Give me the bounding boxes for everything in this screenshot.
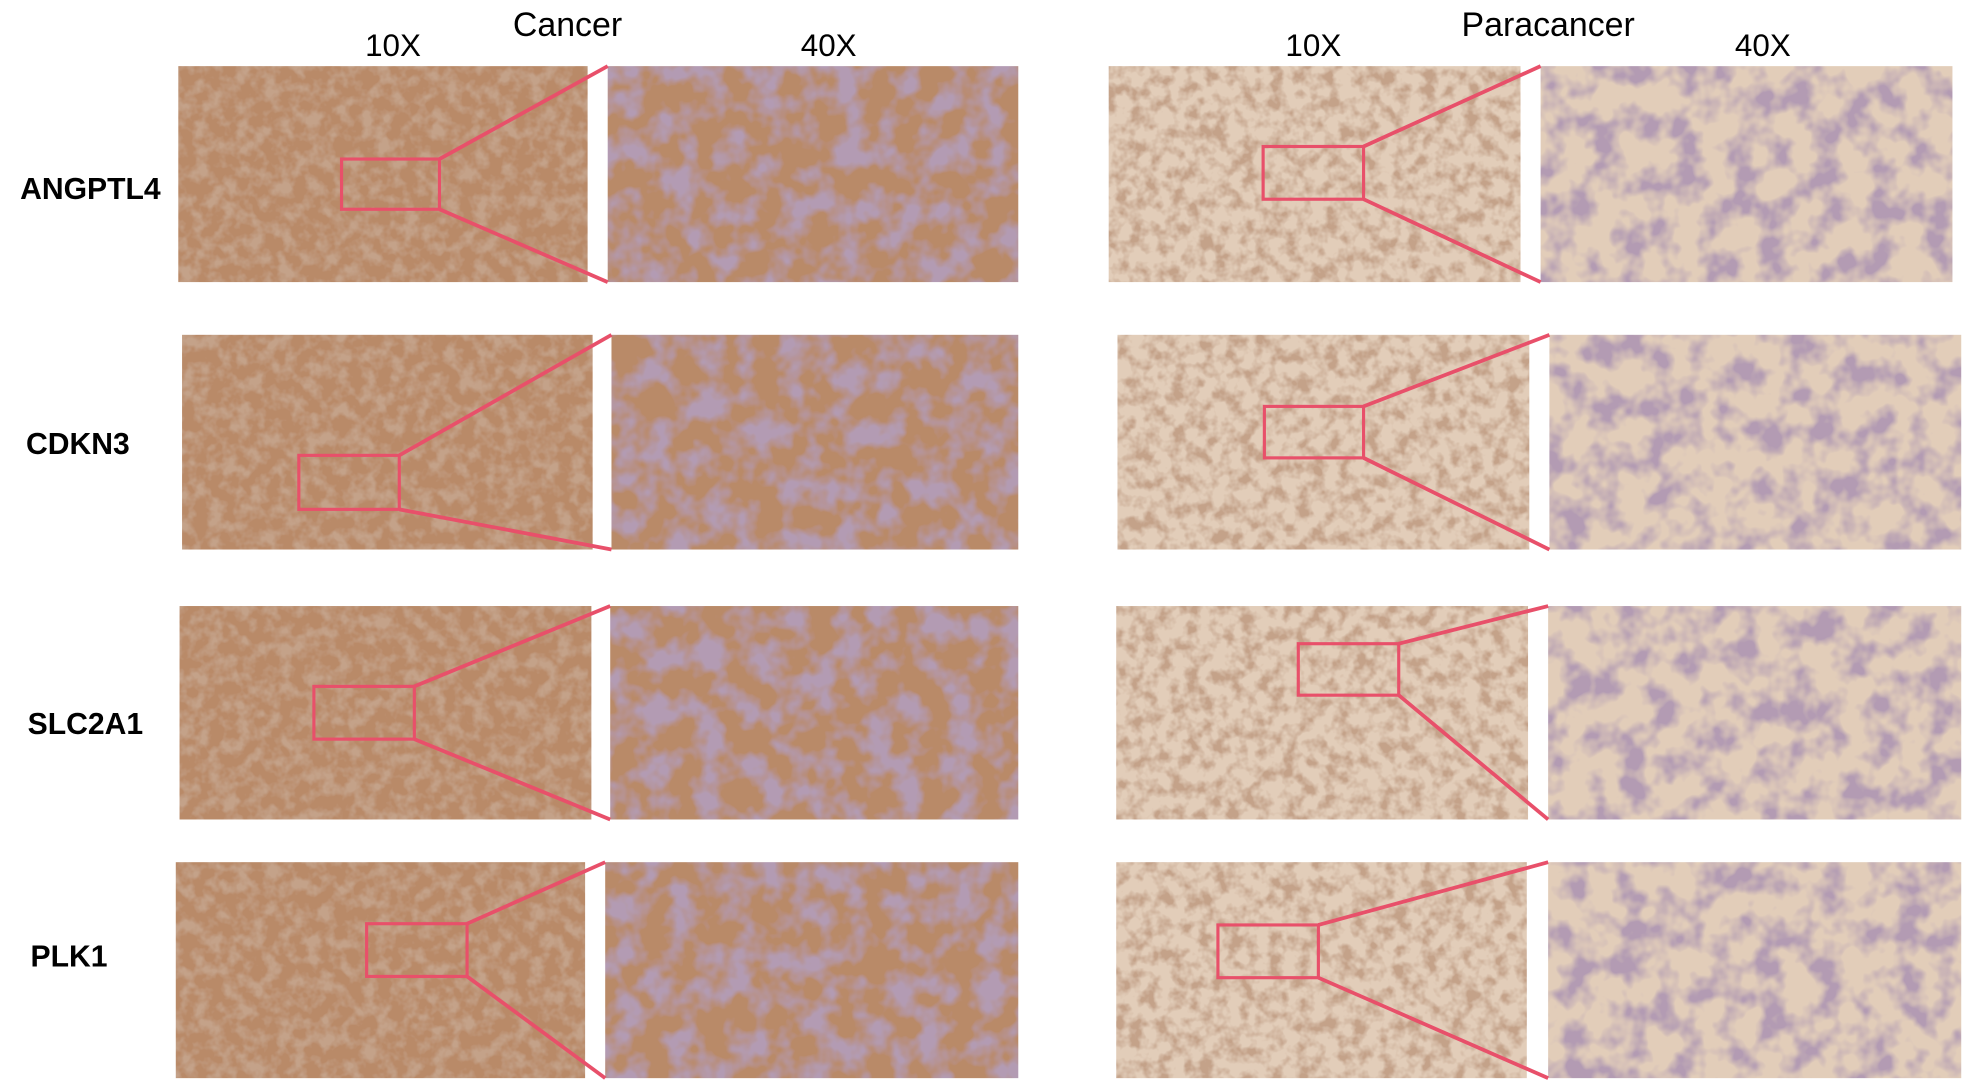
zoom-box-cdkn3-paracancer <box>1262 404 1366 460</box>
gene-label-slc2a1: SLC2A1 <box>28 708 144 741</box>
ihc-image-angptl4-cancer-10x <box>178 66 588 283</box>
zoom-line-top-angptl4-cancer <box>438 64 609 161</box>
gene-label-plk1: PLK1 <box>31 940 108 973</box>
ihc-image-plk1-cancer-40x <box>605 862 1019 1079</box>
zoom-box-slc2a1-paracancer <box>1296 642 1401 697</box>
gene-label-cdkn3: CDKN3 <box>26 428 130 461</box>
zoom-box-slc2a1-cancer <box>312 684 416 741</box>
ihc-image-cdkn3-cancer-40x <box>611 334 1019 550</box>
ihc-image-angptl4-paracancer-10x <box>1108 66 1521 283</box>
zoom-box-angptl4-cancer <box>339 157 442 211</box>
ihc-image-slc2a1-paracancer-40x <box>1548 606 1962 820</box>
ihc-image-angptl4-paracancer-40x <box>1540 66 1953 283</box>
zoom-line-top-slc2a1-paracancer <box>1398 604 1549 646</box>
zoom-box-cdkn3-cancer <box>297 453 401 511</box>
zoom-box-angptl4-paracancer <box>1261 144 1366 201</box>
magnification-label-paracancer-40x: 40X <box>1735 28 1791 63</box>
group-title-paracancer: Paracancer <box>1461 6 1634 44</box>
zoom-line-bottom-slc2a1-paracancer <box>1397 693 1550 821</box>
magnification-label-cancer-10x: 10X <box>365 28 421 63</box>
ihc-image-slc2a1-paracancer-10x <box>1116 606 1529 820</box>
magnification-label-cancer-40x: 40X <box>801 28 857 63</box>
zoom-line-bottom-plk1-cancer <box>465 974 607 1080</box>
ihc-image-slc2a1-cancer-40x <box>610 606 1019 820</box>
zoom-line-bottom-slc2a1-cancer <box>413 737 611 822</box>
zoom-box-plk1-cancer <box>365 922 469 979</box>
zoom-line-top-plk1-cancer <box>466 860 606 926</box>
zoom-line-bottom-plk1-paracancer <box>1317 975 1549 1080</box>
zoom-line-top-cdkn3-cancer <box>398 333 613 458</box>
magnification-label-paracancer-10x: 10X <box>1285 28 1341 63</box>
ihc-image-angptl4-cancer-40x <box>607 66 1019 283</box>
ihc-image-cdkn3-cancer-10x <box>182 334 593 550</box>
zoom-line-bottom-angptl4-cancer <box>438 207 609 284</box>
gene-label-angptl4: ANGPTL4 <box>20 173 161 206</box>
zoom-line-top-cdkn3-paracancer <box>1362 333 1551 409</box>
group-title-cancer: Cancer <box>513 6 622 44</box>
zoom-line-top-angptl4-paracancer <box>1362 64 1542 149</box>
zoom-line-top-slc2a1-cancer <box>413 604 611 689</box>
zoom-line-bottom-angptl4-paracancer <box>1362 197 1542 284</box>
ihc-image-plk1-paracancer-40x <box>1548 862 1962 1079</box>
zoom-line-bottom-cdkn3-paracancer <box>1362 456 1551 552</box>
zoom-line-bottom-cdkn3-cancer <box>398 507 612 552</box>
ihc-image-plk1-cancer-10x <box>175 862 586 1079</box>
zoom-box-plk1-paracancer <box>1216 923 1320 980</box>
ihc-image-cdkn3-paracancer-40x <box>1549 334 1962 550</box>
zoom-line-top-plk1-paracancer <box>1317 860 1549 927</box>
ihc-image-plk1-paracancer-10x <box>1116 862 1527 1079</box>
